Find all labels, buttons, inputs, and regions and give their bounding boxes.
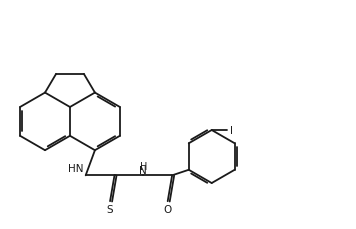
Text: H: H — [140, 161, 147, 171]
Text: HN: HN — [68, 164, 84, 174]
Text: N: N — [140, 165, 147, 175]
Text: O: O — [163, 204, 172, 214]
Text: S: S — [107, 204, 113, 214]
Text: I: I — [230, 125, 233, 135]
